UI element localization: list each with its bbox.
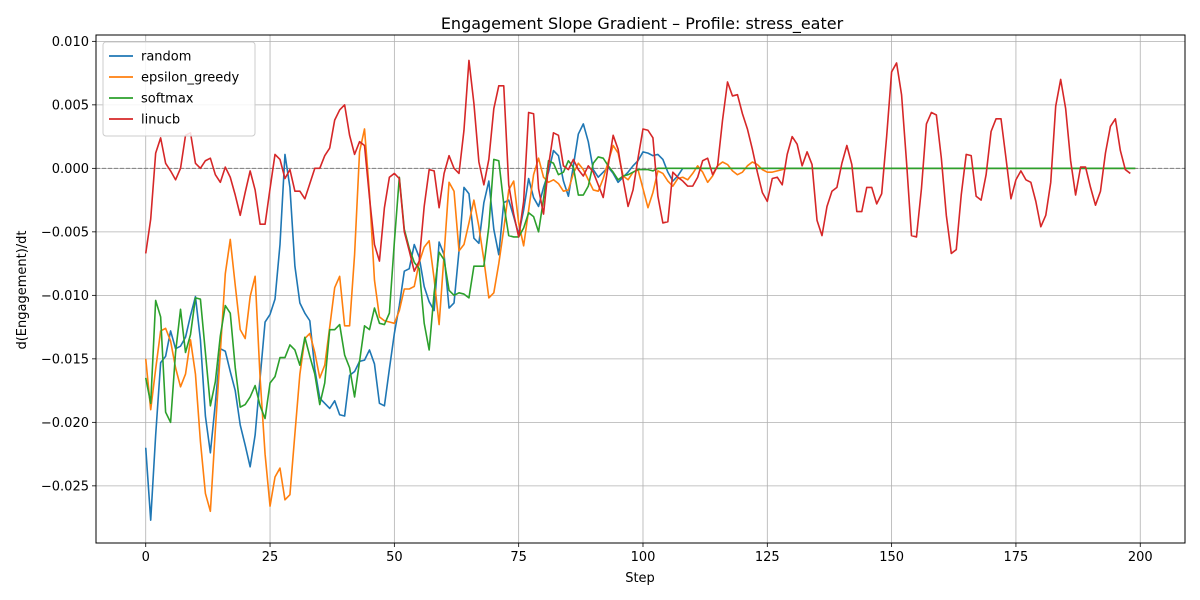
chart-title: Engagement Slope Gradient – Profile: str…	[441, 14, 844, 34]
y-axis-label: d(Engagement)/dt	[15, 230, 30, 349]
x-tick-label: 200	[1128, 550, 1153, 565]
y-tick-label: −0.015	[41, 352, 89, 367]
x-tick-label: 175	[1004, 550, 1029, 565]
series-lines	[144, 59, 1136, 521]
x-axis-ticks: 0 25 50 75 100 125 150 175 200	[142, 543, 1153, 565]
x-axis-label: Step	[625, 571, 655, 586]
y-tick-label: 0.010	[52, 35, 89, 50]
y-tick-label: −0.005	[41, 225, 89, 240]
series-line-epsilon_greedy	[144, 128, 1136, 513]
x-tick-label: 125	[755, 550, 780, 565]
series-line-softmax	[144, 156, 1136, 424]
x-tick-label: 0	[142, 550, 150, 565]
x-tick-label: 50	[386, 550, 403, 565]
x-tick-label: 75	[510, 550, 527, 565]
legend-label-linucb: linucb	[141, 113, 180, 128]
x-tick-label: 25	[262, 550, 279, 565]
legend-box	[102, 41, 256, 137]
series-line-linucb	[144, 59, 1131, 273]
legend-label-softmax: softmax	[141, 92, 194, 107]
y-tick-label: −0.025	[41, 479, 89, 494]
plot-frame	[95, 34, 1186, 544]
y-tick-label: −0.010	[41, 289, 89, 304]
y-tick-label: 0.000	[52, 162, 89, 177]
y-tick-label: 0.005	[52, 98, 89, 113]
y-tick-label: −0.020	[41, 416, 89, 431]
legend-label-epsilon_greedy: epsilon_greedy	[141, 71, 239, 86]
legend-label-random: random	[141, 50, 191, 65]
y-axis-ticks: −0.025 −0.020 −0.015 −0.010 −0.005 0.000 0.005…	[41, 35, 96, 494]
grid-lines	[96, 35, 1185, 543]
x-tick-label: 150	[879, 550, 904, 565]
x-tick-label: 100	[631, 550, 656, 565]
